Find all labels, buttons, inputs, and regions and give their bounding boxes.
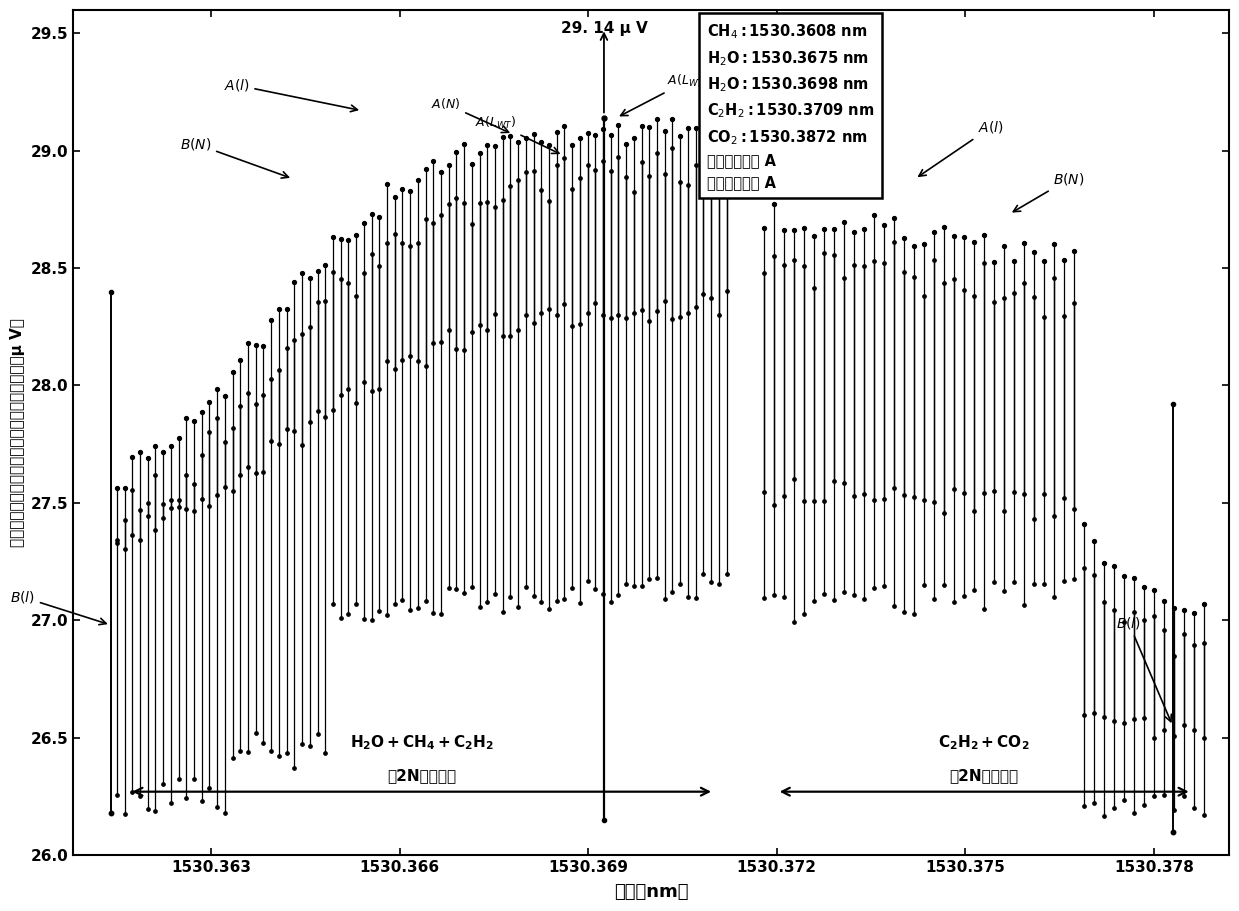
Y-axis label: 在最大值线半宽内变压器油溶解气的光声光谱（μ V）: 在最大值线半宽内变压器油溶解气的光声光谱（μ V）: [10, 318, 25, 547]
Text: 左2N样本空间: 左2N样本空间: [387, 768, 456, 783]
Text: $B(N)$: $B(N)$: [1014, 171, 1085, 211]
Text: 29. 14 μ V: 29. 14 μ V: [560, 21, 647, 36]
Text: $A(L_{WT})$: $A(L_{WT})$: [475, 115, 559, 153]
X-axis label: 波长（nm）: 波长（nm）: [613, 884, 689, 901]
Text: $B(l)$: $B(l)$: [10, 589, 107, 625]
Text: $\mathbf{H_2O+CH_4+C_2H_2}$: $\mathbf{H_2O+CH_4+C_2H_2}$: [349, 733, 493, 752]
Text: $A(l)$: $A(l)$: [224, 77, 357, 112]
Text: CH$_4$ : 1530.3608 nm
H$_2$O : 1530.3675 nm
H$_2$O : 1530.3698 nm
C$_2$H$_2$ : 1: CH$_4$ : 1530.3608 nm H$_2$O : 1530.3675…: [706, 23, 873, 189]
Text: $\mathbf{C_2H_2+CO_2}$: $\mathbf{C_2H_2+CO_2}$: [938, 733, 1030, 752]
Text: $A(N)$: $A(N)$: [793, 110, 856, 157]
Text: 右2N样本空间: 右2N样本空间: [949, 768, 1018, 783]
Text: $A(N)$: $A(N)$: [431, 97, 508, 133]
Text: $A(L_{WT})$: $A(L_{WT})$: [621, 73, 707, 116]
Text: $B(N)$: $B(N)$: [180, 136, 289, 179]
Text: $B(l)$: $B(l)$: [1116, 615, 1171, 722]
Text: $A(l)$: $A(l)$: [919, 119, 1004, 176]
